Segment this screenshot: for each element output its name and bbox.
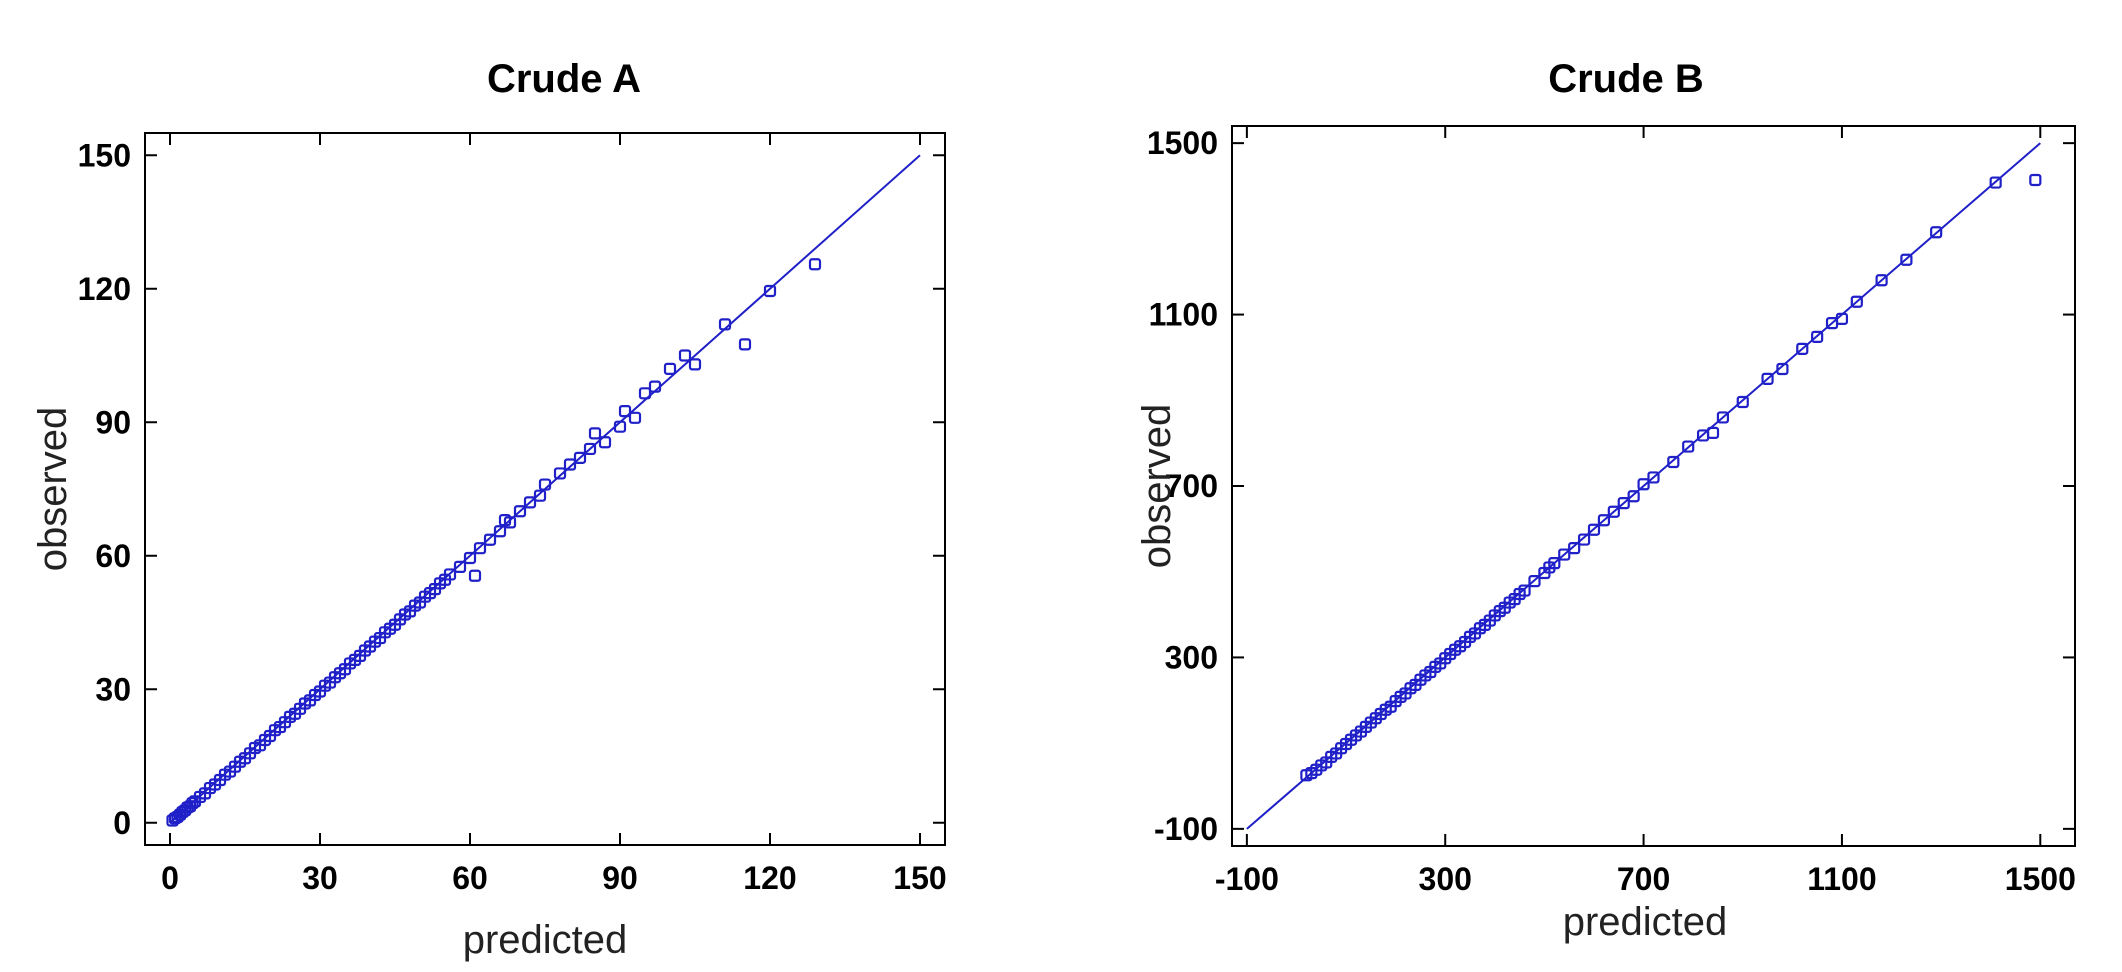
data-point: [483, 533, 497, 546]
data-point: [1637, 478, 1650, 491]
data-point: [1528, 575, 1541, 588]
data-point: [1835, 312, 1849, 325]
data-point: [618, 405, 632, 418]
x-axis-label: predicted: [1563, 900, 1728, 944]
x-tick-label: 1100: [1807, 861, 1876, 897]
data-point: [503, 516, 517, 529]
data-point: [1776, 362, 1789, 376]
data-point: [1587, 523, 1601, 536]
tick-group: -100 300 700 1100 1500 -100 300 700 1100 1500: [1147, 125, 2076, 897]
y-tick-label: 300: [1165, 639, 1218, 675]
fit-line: [1246, 142, 2041, 830]
data-point: [638, 387, 652, 400]
y-tick-label: 30: [95, 671, 131, 707]
data-point: [1568, 542, 1581, 555]
data-point: [533, 489, 547, 502]
data-point: [1811, 330, 1824, 343]
data-point: [663, 362, 677, 375]
data-point: [1850, 295, 1863, 308]
x-tick-label: 120: [743, 860, 796, 896]
data-point: [628, 411, 642, 424]
data-point: [573, 451, 587, 464]
x-tick-label: 300: [1419, 861, 1472, 897]
data-point: [453, 560, 467, 573]
chart-crude-b: Crude B -100 300 700 1100 1500 -100 300 700 1100…: [1135, 57, 2076, 944]
y-tick-label: 0: [113, 805, 131, 841]
x-tick-label: 0: [161, 860, 179, 896]
data-point: [808, 258, 822, 271]
data-point: [1761, 372, 1774, 385]
data-point: [1796, 342, 1809, 355]
data-point: [1989, 176, 2002, 189]
data-point: [1627, 490, 1640, 503]
data-point: [1736, 395, 1749, 409]
tick-group: 0 30 60 90 120 150 0 30 60 90 120 150: [78, 133, 947, 896]
data-point: [1930, 226, 1943, 239]
data-point: [678, 349, 692, 362]
data-point: [1682, 440, 1695, 453]
chart-title: Crude B: [1548, 57, 1704, 101]
x-tick-label: 700: [1617, 861, 1670, 897]
x-tick-label: 90: [602, 860, 638, 896]
x-tick-label: 30: [302, 860, 338, 896]
data-point: [1607, 505, 1620, 518]
data-point: [688, 358, 702, 371]
data-marks: [1246, 142, 2042, 830]
data-point: [1875, 274, 1888, 287]
data-point: [583, 442, 597, 456]
data-marks: [166, 154, 921, 827]
x-tick-label: 60: [452, 860, 488, 896]
chart-crude-a: Crude A 0 30 60 90 120 150 0 30 60 90 120 150 predi…: [31, 57, 947, 962]
data-point: [468, 569, 482, 582]
data-point: [443, 568, 457, 581]
y-axis-label: observed: [31, 407, 75, 572]
data-point: [493, 525, 507, 538]
x-tick-label: 1500: [2005, 861, 2076, 897]
y-tick-label: 60: [95, 538, 131, 574]
y-tick-label: -100: [1154, 811, 1218, 847]
plot-frame: [1231, 125, 2076, 847]
x-tick-label: -100: [1215, 861, 1279, 897]
y-tick-label: 700: [1165, 468, 1218, 504]
data-point: [1548, 557, 1561, 570]
data-point: [1577, 533, 1591, 546]
y-tick-label: 90: [95, 404, 131, 440]
data-point: [553, 467, 567, 480]
data-point: [1647, 471, 1660, 484]
data-point: [563, 458, 577, 471]
data-point: [523, 496, 537, 509]
data-point: [1597, 514, 1611, 527]
y-tick-label: 120: [78, 271, 131, 307]
y-tick-label: 1500: [1147, 125, 1218, 161]
data-point: [598, 436, 612, 449]
data-point: [763, 284, 777, 298]
chart-title: Crude A: [487, 57, 641, 101]
data-point: [186, 797, 199, 810]
data-point: [538, 478, 552, 491]
x-axis-label: predicted: [463, 918, 628, 962]
plot-frame: [144, 132, 946, 846]
data-point: [1706, 426, 1720, 439]
data-point: [1518, 584, 1531, 597]
y-tick-label: 150: [78, 137, 131, 173]
data-point: [588, 427, 602, 440]
data-point: [473, 542, 487, 555]
data-point: [2029, 173, 2042, 187]
data-point: [1558, 548, 1571, 561]
data-point: [463, 551, 477, 565]
data-point: [1667, 455, 1680, 469]
x-tick-label: 150: [893, 860, 946, 896]
data-point: [1900, 253, 1913, 266]
y-axis-label: observed: [1135, 404, 1179, 569]
data-point: [1617, 497, 1630, 510]
data-point: [648, 380, 662, 393]
data-point: [613, 420, 627, 433]
data-point: [513, 505, 527, 518]
y-tick-label: 1100: [1149, 297, 1218, 333]
data-point: [1716, 411, 1730, 424]
data-point: [738, 338, 752, 351]
data-point: [718, 318, 732, 331]
